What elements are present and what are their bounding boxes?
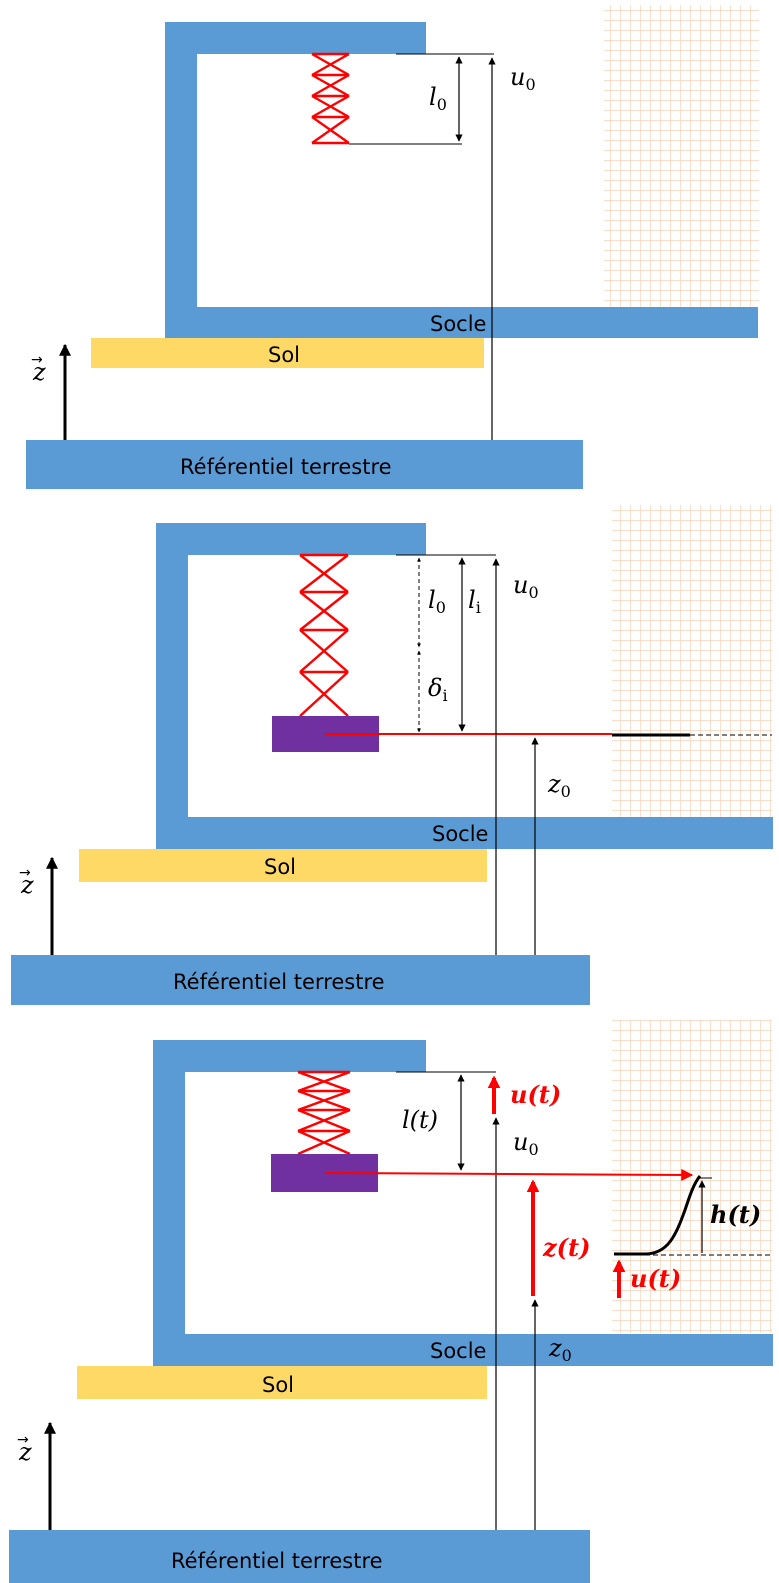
ut-label-signal: u(t) (630, 1264, 681, 1293)
z-axis-label: z (20, 871, 34, 899)
z-axis-label: z (18, 1438, 32, 1466)
signal-curve (614, 1175, 702, 1256)
sol-bar (79, 849, 487, 882)
referentiel-label: Référentiel terrestre (171, 1549, 383, 1573)
frame-left (153, 1040, 185, 1366)
position-line (324, 1168, 694, 1181)
u0-label: u0 (510, 63, 536, 94)
z-axis-vec-arrow: → (19, 865, 31, 881)
referentiel-bar (9, 1530, 590, 1583)
socle-bar (156, 817, 773, 849)
sol-label: Sol (268, 343, 300, 367)
grid-area (604, 5, 759, 307)
z-axis-vec-arrow: → (31, 352, 43, 368)
sol-bar (77, 1366, 487, 1399)
sol-label: Sol (262, 1373, 294, 1397)
z0-label: z0 (547, 770, 571, 801)
sol-bar (91, 338, 484, 368)
spring (299, 553, 349, 717)
li-label: li (468, 586, 481, 617)
ut-label-top: u(t) (510, 1080, 561, 1109)
panel-2: Socle Sol Référentiel terrestre l0 li δi… (11, 505, 773, 1005)
grid-area (612, 505, 772, 817)
referentiel-label: Référentiel terrestre (180, 455, 392, 479)
lt-label: l(t) (402, 1106, 438, 1134)
frame-top (165, 22, 426, 54)
delta-label: δi (428, 674, 448, 705)
socle-bar (165, 307, 758, 338)
socle-label: Socle (430, 312, 486, 336)
frame-left (165, 22, 197, 338)
u0-label: u0 (513, 571, 539, 602)
spring (311, 52, 350, 145)
ht-label: h(t) (710, 1200, 761, 1229)
l0-label: l0 (428, 586, 446, 617)
spring (297, 1070, 351, 1156)
z-axis-label: z (32, 358, 46, 386)
frame-top (153, 1040, 426, 1072)
frame-top (156, 523, 426, 555)
socle-bar (153, 1334, 773, 1366)
referentiel-label: Référentiel terrestre (173, 970, 385, 994)
frame-left (156, 523, 188, 849)
z0-label: z0 (548, 1334, 572, 1365)
sol-label: Sol (264, 855, 296, 879)
socle-label: Socle (432, 822, 488, 846)
z-axis-vec-arrow: → (17, 1432, 29, 1448)
l0-label: l0 (429, 83, 447, 114)
socle-label: Socle (430, 1339, 486, 1363)
zt-label: z(t) (542, 1233, 590, 1262)
referentiel-bar (11, 955, 590, 1005)
referentiel-bar (26, 440, 583, 489)
panel-3: Socle Sol Référentiel terrestre l(t) u(t… (9, 1020, 773, 1583)
u0-label: u0 (513, 1128, 539, 1159)
panel-1: Socle Sol Référentiel terrestre l0 u0 z … (26, 5, 759, 489)
